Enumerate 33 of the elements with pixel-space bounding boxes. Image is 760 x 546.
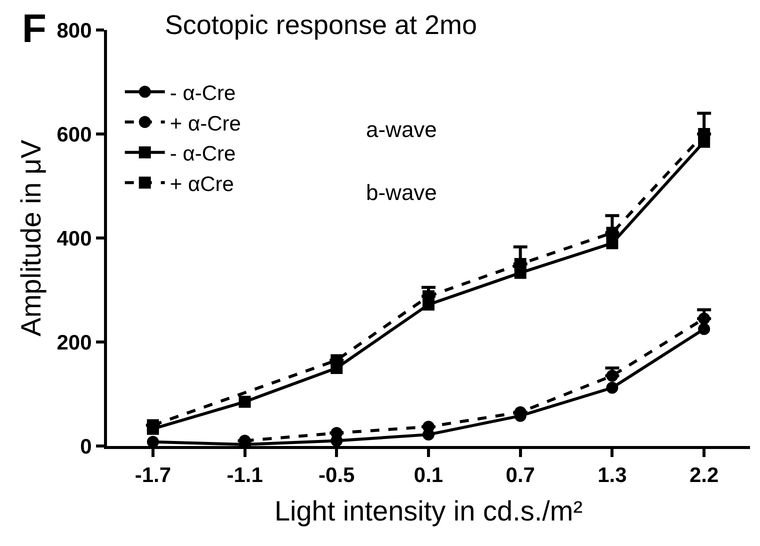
x-tick-label: -0.5 <box>318 464 356 488</box>
legend-label: - α-Cre <box>170 142 236 166</box>
annotation: b-wave <box>366 180 437 205</box>
point <box>146 419 159 432</box>
point <box>606 370 618 382</box>
point <box>146 436 159 446</box>
point <box>698 128 710 140</box>
x-tick-label: 2.2 <box>689 464 719 488</box>
legend-label: + α-Cre <box>170 112 241 136</box>
point <box>606 226 618 239</box>
point <box>238 396 251 408</box>
annotation: a-wave <box>366 117 437 142</box>
y-tick-label: 800 <box>56 19 92 42</box>
chart-title: Scotopic response at 2mo <box>164 10 478 40</box>
y-tick-label: 0 <box>80 435 92 458</box>
y-tick-label: 600 <box>56 123 92 146</box>
legend-label: - α-Cre <box>170 82 236 105</box>
y-tick-label: 400 <box>56 227 92 250</box>
y-tick-label: 200 <box>56 331 92 354</box>
point <box>698 312 710 325</box>
x-tick-label: 1.3 <box>598 464 627 488</box>
x-tick-label: -1.1 <box>226 464 264 488</box>
x-tick-label: 0.7 <box>506 464 535 488</box>
point <box>698 323 710 335</box>
text: F <box>22 7 46 51</box>
point <box>514 258 526 270</box>
x-tick-label: 0.1 <box>414 464 444 488</box>
point <box>606 382 618 394</box>
x-axis-title: Light intensity in cd.s./m² <box>274 495 583 526</box>
point <box>330 354 343 366</box>
y-axis-title: Amplitude in μV <box>15 139 46 336</box>
x-tick-label: -1.7 <box>134 464 172 488</box>
legend-label: + αCre <box>170 172 234 196</box>
